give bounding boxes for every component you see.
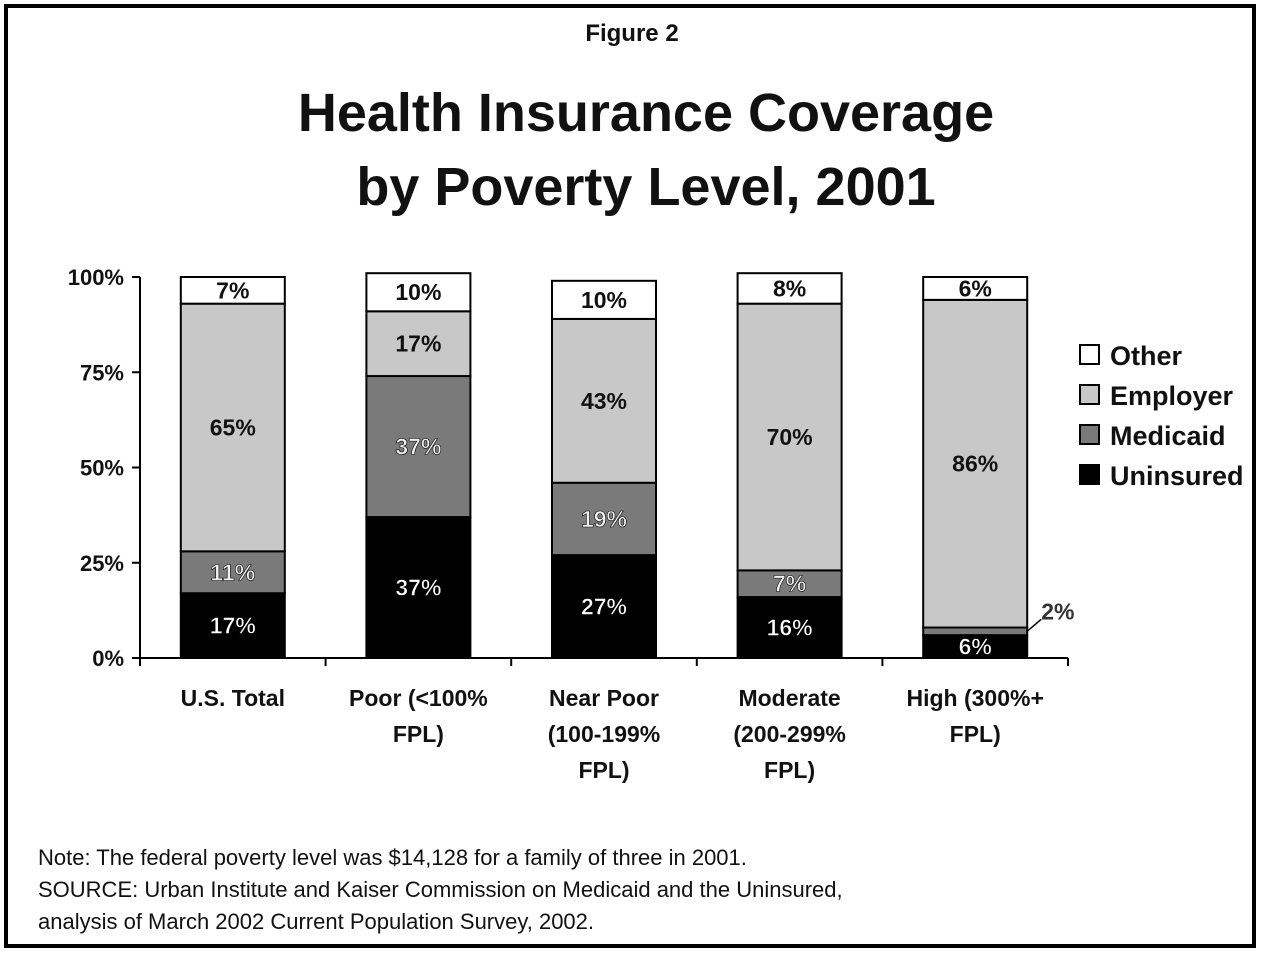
- y-tick-label: 100%: [68, 265, 124, 290]
- legend-label-uninsured: Uninsured: [1110, 461, 1244, 491]
- bar-segment-other: [365, 272, 472, 313]
- chart-title-line-2: by Poverty Level, 2001: [356, 157, 936, 217]
- y-tick-label: 50%: [80, 456, 124, 481]
- bar-segment-medicaid: [365, 375, 472, 519]
- chart-note: Note: The federal poverty level was $14,…: [38, 842, 1218, 938]
- bar-segment-employer: [736, 302, 843, 572]
- chart-title-line-1: Health Insurance Coverage: [297, 83, 995, 143]
- legend-label-medicaid: Medicaid: [1110, 421, 1226, 451]
- y-tick-label: 25%: [80, 551, 124, 576]
- x-category-label: FPL): [950, 721, 1001, 747]
- bar-segment-other: [736, 272, 843, 305]
- x-category-label: Poor (<100%: [349, 685, 488, 711]
- data-label-medicaid: 37%: [395, 434, 441, 460]
- data-label-medicaid: 7%: [773, 571, 806, 597]
- legend-label-employer: Employer: [1110, 381, 1234, 411]
- data-label-employer: 43%: [581, 388, 627, 414]
- data-label-uninsured: 27%: [581, 594, 627, 620]
- bar-segment-other: [179, 276, 286, 305]
- bar-segment-employer: [551, 317, 657, 484]
- data-label-other: 6%: [959, 275, 992, 301]
- bar-segment-other: [551, 279, 657, 320]
- data-label-uninsured: 37%: [395, 575, 441, 601]
- legend-swatch-employer: [1079, 384, 1100, 405]
- legend-swatch-medicaid: [1079, 424, 1100, 445]
- data-label-employer: 86%: [952, 451, 998, 477]
- data-label-employer: 17%: [395, 331, 441, 357]
- bar-segment-uninsured: [365, 516, 472, 660]
- x-category-label: (200-299%: [733, 721, 846, 747]
- x-category-label: High (300%+: [906, 685, 1043, 711]
- note-line-1: Note: The federal poverty level was $14,…: [38, 845, 747, 870]
- x-category-label: Moderate: [738, 685, 840, 711]
- data-label-uninsured: 17%: [210, 613, 256, 639]
- legend-label-other: Other: [1110, 341, 1183, 371]
- data-label-uninsured: 6%: [959, 634, 992, 660]
- bar-segment-uninsured: [736, 596, 843, 659]
- legend-swatch-uninsured: [1079, 464, 1100, 485]
- legend-swatch-other: [1079, 344, 1100, 365]
- data-label-other: 7%: [216, 277, 249, 303]
- leader-line: [1026, 618, 1042, 632]
- data-label-uninsured: 16%: [767, 615, 813, 641]
- y-tick-label: 0%: [92, 646, 124, 671]
- figure-label: Figure 2: [585, 20, 679, 47]
- data-label-medicaid: 19%: [581, 506, 627, 532]
- bar-segment-medicaid: [179, 550, 286, 595]
- data-label-employer: 65%: [210, 414, 256, 440]
- bar-segment-medicaid: [736, 569, 843, 599]
- data-label-employer: 70%: [767, 424, 813, 450]
- bar-segment-medicaid: [922, 626, 1029, 637]
- data-label-other: 10%: [581, 287, 627, 313]
- x-category-label: U.S. Total: [181, 685, 285, 711]
- data-label-other: 8%: [773, 275, 806, 301]
- x-category-label: FPL): [578, 757, 629, 783]
- note-line-3: analysis of March 2002 Current Populatio…: [38, 909, 595, 934]
- data-label-medicaid: 2%: [1041, 598, 1074, 624]
- x-category-label: FPL): [393, 721, 444, 747]
- chart-title: Health Insurance Coverage by Poverty Lev…: [0, 76, 1264, 224]
- x-category-label: Near Poor: [549, 685, 659, 711]
- bar-segment-employer: [922, 298, 1029, 629]
- note-line-2: SOURCE: Urban Institute and Kaiser Commi…: [38, 877, 843, 902]
- bar-segment-medicaid: [551, 481, 657, 557]
- data-label-medicaid: 11%: [210, 559, 255, 585]
- data-label-other: 10%: [395, 279, 441, 305]
- x-category-label: FPL): [764, 757, 815, 783]
- x-category-label: (100-199%: [548, 721, 661, 747]
- y-tick-label: 75%: [80, 360, 124, 385]
- bar-segment-other: [922, 276, 1029, 301]
